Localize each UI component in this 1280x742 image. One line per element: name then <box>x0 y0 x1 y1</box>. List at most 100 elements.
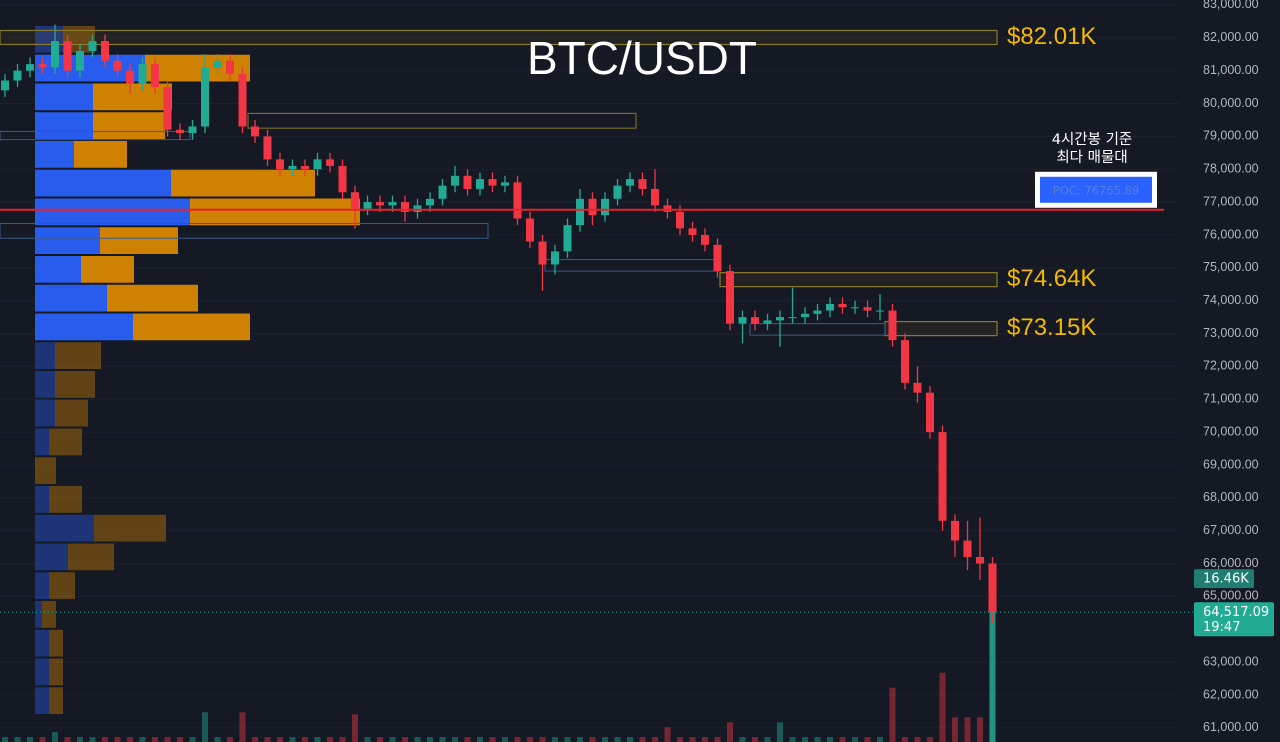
profile-sell <box>145 54 250 82</box>
profile-sell <box>93 83 172 111</box>
volume-bar <box>14 737 21 742</box>
candle-body <box>351 192 359 209</box>
profile-sell <box>55 371 95 398</box>
poc-box <box>1040 176 1152 203</box>
volume-bar <box>189 737 196 742</box>
profile-sell <box>49 486 82 513</box>
candle-body <box>551 251 559 265</box>
volume-bar <box>402 737 408 742</box>
volume-bar <box>814 737 821 742</box>
candle-body <box>826 303 834 311</box>
volume-bar <box>302 737 308 742</box>
candle-body <box>851 307 859 309</box>
volume-bar <box>352 714 358 742</box>
y-tick-label: 76,000.00 <box>1203 227 1259 241</box>
candle-body <box>763 320 772 324</box>
candle-body <box>901 340 909 383</box>
profile-buy <box>35 428 49 456</box>
candle-body <box>101 41 109 61</box>
volume-bar <box>114 737 121 742</box>
profile-sell <box>42 601 56 628</box>
candle-body <box>38 64 47 68</box>
profile-buy <box>35 169 171 197</box>
volume-bar <box>577 737 583 742</box>
candle-body <box>651 188 659 206</box>
candle-body <box>526 218 534 242</box>
volume-bar <box>627 737 633 742</box>
candle-body <box>513 182 522 219</box>
level-zone <box>719 272 998 288</box>
volume-bar <box>152 737 158 742</box>
profile-sell <box>100 227 178 255</box>
candle-body <box>838 303 847 308</box>
y-tick-label: 81,000.00 <box>1203 63 1259 77</box>
candle-body <box>638 179 647 189</box>
profile-buy <box>35 227 100 255</box>
candle-body <box>213 60 222 68</box>
volume-bar <box>452 737 458 742</box>
volume-bar <box>552 737 558 742</box>
candle-body <box>726 271 734 324</box>
profile-sell <box>49 428 82 456</box>
candle-body <box>251 126 259 137</box>
candle-body <box>201 67 209 127</box>
volume-bar <box>77 737 83 742</box>
zone-outline <box>0 130 191 141</box>
candle-body <box>51 41 59 68</box>
volume-bar <box>277 737 283 742</box>
candle-body <box>913 382 922 393</box>
profile-buy <box>35 543 68 571</box>
profile-buy <box>35 313 133 341</box>
chart-title: BTC/USDT <box>527 32 757 84</box>
volume-bar <box>727 722 733 742</box>
candle-body <box>788 317 797 319</box>
profile-sell <box>171 169 315 197</box>
profile-buy <box>35 284 107 312</box>
candle-body <box>438 185 447 199</box>
candle-body <box>613 185 622 199</box>
candle-body <box>588 198 597 216</box>
volume-bar <box>614 737 621 742</box>
volume-bar <box>389 737 396 742</box>
candle-body <box>426 198 434 206</box>
y-tick-label: 78,000.00 <box>1203 162 1259 176</box>
volume-bars <box>2 579 996 742</box>
profile-buy <box>35 572 49 600</box>
profile-buy <box>35 486 49 513</box>
zone-outline <box>0 222 489 239</box>
candle-body <box>738 317 747 324</box>
profile-buy <box>35 256 81 283</box>
volume-bar <box>777 722 783 742</box>
volume-bar <box>877 737 883 742</box>
candle-body <box>63 41 72 71</box>
profile-buy <box>35 342 55 370</box>
candle-body <box>476 179 484 189</box>
candle-body <box>401 202 409 212</box>
volume-bar <box>239 712 246 742</box>
volume-bar <box>464 737 471 742</box>
candle-body <box>138 64 147 84</box>
volume-bar <box>602 737 608 742</box>
candle-body <box>276 159 284 170</box>
volume-bar <box>714 737 721 742</box>
volume-bar <box>514 737 521 742</box>
candle-body <box>176 129 184 134</box>
profile-sell <box>74 140 127 168</box>
profile-sell <box>49 572 75 600</box>
volume-bar <box>827 737 833 742</box>
zone-outline <box>247 112 637 129</box>
volume-bar <box>2 737 8 742</box>
candle-body <box>76 50 84 71</box>
volume-bar <box>902 737 908 742</box>
profile-sell <box>107 284 198 312</box>
volume-bar <box>977 717 983 742</box>
volume-bar <box>952 717 958 742</box>
volume-bar <box>739 737 746 742</box>
profile-sell <box>49 687 63 715</box>
volume-bar <box>339 737 346 742</box>
volume-profile <box>35 25 360 715</box>
volume-bar <box>127 737 133 742</box>
volume-bar <box>702 737 708 742</box>
